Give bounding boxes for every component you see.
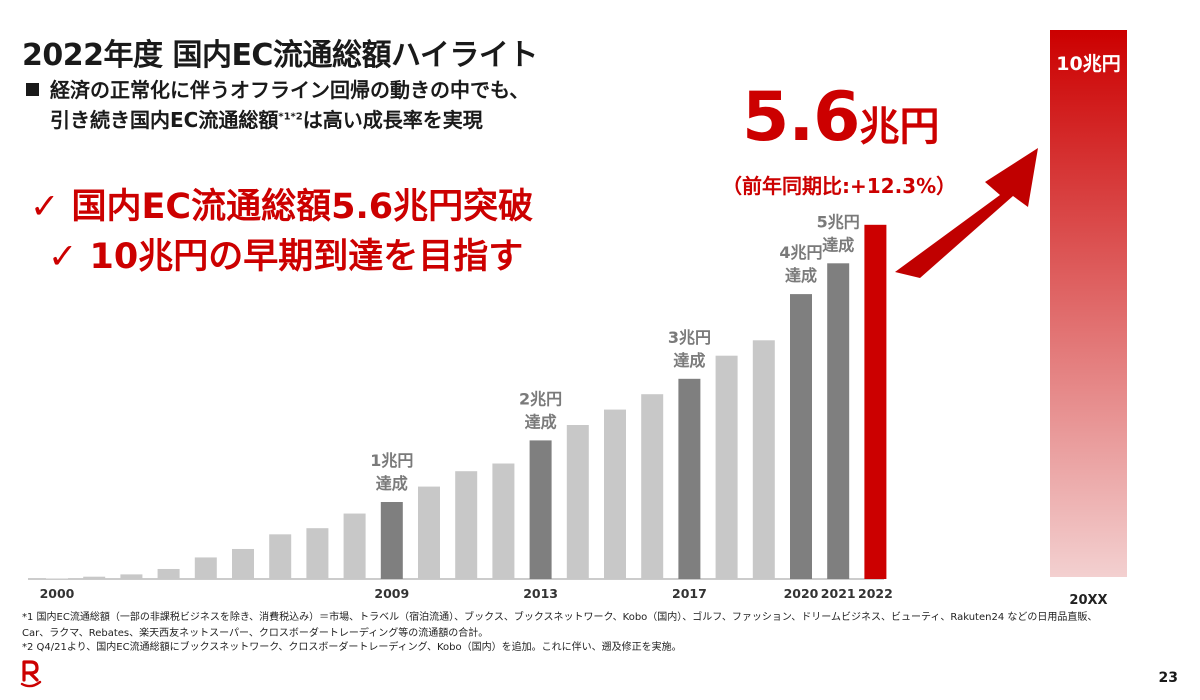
bar-2004 (194, 557, 217, 579)
bar-2009 (380, 502, 403, 579)
gmv-bar-chart: 2000 2009 2013 2017 2020 2021 20221兆円達成2兆円達成3兆… (28, 30, 1127, 608)
highlight-check-1: ✓ 国内EC流通総額5.6兆円突破 (30, 187, 534, 227)
x-tick-2013: 2013 (523, 586, 558, 601)
milestone-label-2017-achieved: 達成 (673, 351, 705, 370)
bar-2011 (455, 471, 478, 579)
growth-arrow-icon (895, 148, 1038, 278)
rakuten-logo-icon (20, 660, 42, 688)
subtitle-line2: 引き続き国内EC流通総額*1*2は高い成長率を実現 (50, 104, 483, 133)
target-bar-label: 10兆円 (1056, 53, 1120, 75)
milestone-label-2013-achieved: 達成 (525, 412, 557, 431)
bar-2002 (120, 574, 143, 579)
bar-2013 (529, 440, 552, 579)
bar-2010 (418, 486, 440, 579)
milestone-label-2013-amount: 2兆円 (519, 389, 562, 408)
bar-2022 (864, 224, 887, 580)
bullet-square-icon (26, 83, 39, 96)
x-tick-2000: 2000 (40, 586, 75, 601)
subtitle-line2-end: は高い成長率を実現 (302, 108, 483, 132)
x-tick-2022: 2022 (858, 586, 893, 601)
page-number: 23 (1158, 670, 1178, 686)
x-tick-target: 20XX (1069, 593, 1107, 608)
bar-2017 (678, 378, 701, 579)
bar-2003 (157, 568, 180, 579)
bar-2016 (641, 394, 664, 579)
bar-2020 (790, 294, 812, 579)
yoy-growth: （前年同期比:+12.3%） (722, 174, 957, 198)
milestone-label-2021-achieved: 達成 (822, 235, 854, 254)
x-tick-2021: 2021 (821, 586, 856, 601)
highlight-check-2: ✓ 10兆円の早期到達を目指す (48, 237, 524, 277)
bar-2000 (46, 578, 68, 579)
bar-2012 (492, 463, 515, 579)
bar-2019 (752, 340, 775, 579)
bar-2007 (306, 528, 329, 579)
bar-2001 (83, 576, 106, 579)
milestone-label-2020-achieved: 達成 (785, 266, 817, 285)
bar-2021 (827, 263, 850, 579)
milestone-label-2017-amount: 3兆円 (668, 328, 711, 347)
headline-value: 5.6兆円 (742, 78, 939, 157)
subtitle-line1: 経済の正常化に伴うオフライン回帰の動きの中でも、 (50, 78, 530, 102)
footnote-2: *2 Q4/21より、国内EC流通総額にブックスネットワーク、クロスボーダートレ… (22, 642, 682, 653)
bar-2005 (232, 548, 254, 579)
bar-2006 (269, 534, 292, 579)
subtitle-line2-text: 引き続き国内EC流通総額 (50, 108, 279, 132)
bar-2015 (604, 409, 626, 579)
bar-target (1050, 30, 1127, 577)
x-tick-2017: 2017 (672, 586, 707, 601)
footnote-1-cont: Car、ラクマ、Rebates、楽天西友ネットスーパー、クロスボーダートレーディ… (22, 628, 489, 639)
x-tick-2009: 2009 (374, 586, 409, 601)
subtitle-footnote-ref: *1*2 (278, 111, 303, 123)
slide-title: 2022年度 国内EC流通総額ハイライト (22, 38, 538, 73)
x-tick-2020: 2020 (784, 586, 819, 601)
footnote-1: *1 国内EC流通総額（一部の非課税ビジネスを除き、消費税込み）＝市場、トラベル… (22, 612, 1098, 623)
milestone-label-2009-achieved: 達成 (376, 474, 408, 493)
milestone-label-2021-amount: 5兆円 (817, 212, 860, 231)
milestone-label-2020-amount: 4兆円 (779, 243, 822, 262)
bar-2008 (343, 513, 366, 579)
bar-2018 (715, 355, 738, 579)
bar-2014 (566, 425, 589, 579)
headline-value-number: 5.6 (742, 78, 860, 157)
milestone-label-2009-amount: 1兆円 (370, 451, 413, 470)
headline-value-unit: 兆円 (859, 104, 940, 150)
